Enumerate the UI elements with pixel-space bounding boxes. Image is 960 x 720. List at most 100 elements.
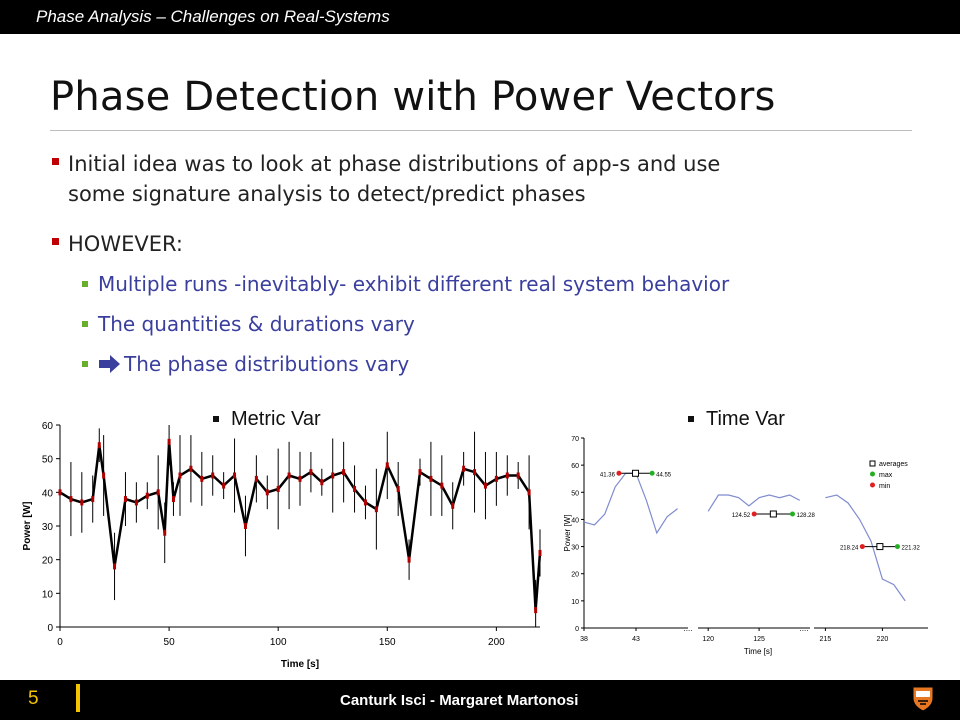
data-point (429, 475, 433, 482)
data-point (233, 472, 237, 479)
average-marker (769, 510, 777, 518)
data-point (516, 472, 520, 479)
x-tick-label: 220 (877, 636, 889, 643)
footer-divider (76, 684, 80, 712)
data-point (167, 438, 171, 445)
data-point (342, 469, 346, 476)
data-point (483, 482, 487, 489)
label-square-icon (213, 416, 219, 422)
subbullet-text: Multiple runs -inevitably- exhibit diffe… (98, 272, 730, 296)
data-point (374, 506, 378, 513)
data-point (396, 485, 400, 492)
time-var-label: Time Var (706, 408, 785, 430)
data-point (211, 472, 215, 479)
data-point (473, 469, 477, 476)
power-trace-line (825, 494, 906, 602)
min-marker (751, 511, 757, 517)
university-shield-icon (912, 686, 934, 712)
subbullet-square-icon (82, 361, 88, 367)
data-point (171, 496, 175, 503)
x-tick-label: 125 (753, 636, 765, 643)
bullet-line: HOWEVER: (68, 232, 184, 256)
y-axis-title: Power [W] (563, 515, 572, 552)
max-marker (894, 544, 900, 550)
max-label: 128.28 (796, 513, 815, 519)
data-point (145, 492, 149, 499)
average-marker (876, 543, 884, 551)
x-tick-label: 200 (488, 637, 505, 648)
x-tick-label: 215 (820, 636, 832, 643)
data-point (69, 496, 73, 503)
data-point (462, 465, 466, 472)
data-point (178, 472, 182, 479)
legend-min-swatch (870, 482, 875, 488)
y-tick-label: 0 (575, 626, 579, 633)
legend-label: max (879, 472, 893, 479)
time-var-chart: .... .... 0 10 20 30 40 50 60 70 38 43 120 125 215 220 T… (563, 436, 928, 656)
subbullet-square-icon (82, 281, 88, 287)
average-marker (632, 469, 640, 477)
y-tick-label: 20 (42, 556, 54, 567)
data-point (91, 496, 95, 503)
y-tick-label: 10 (571, 599, 579, 606)
axis-break: .... (684, 624, 693, 633)
data-point (385, 462, 389, 469)
x-tick-label: 100 (270, 637, 287, 648)
power-trace-line (583, 472, 678, 535)
axis-break: .... (800, 624, 809, 633)
max-label: 44.55 (656, 472, 672, 478)
slide-title: Phase Detection with Power Vectors (50, 74, 776, 120)
footer-authors: Canturk Isci - Margaret Martonosi (340, 692, 579, 709)
data-point (97, 442, 101, 449)
data-point (58, 489, 62, 496)
x-tick-label: 43 (632, 636, 640, 643)
y-tick-label: 30 (571, 545, 579, 552)
min-label: 41.36 (600, 472, 616, 478)
data-point (189, 465, 193, 472)
y-tick-label: 40 (571, 517, 579, 524)
subbullet-text: The quantities & durations vary (98, 312, 415, 336)
y-tick-label: 40 (42, 488, 54, 499)
bullet-square-icon (52, 238, 59, 245)
min-label: 124.52 (732, 513, 751, 519)
data-point (200, 475, 204, 482)
bullet-line: some signature analysis to detect/predic… (68, 182, 586, 206)
data-point (113, 563, 117, 570)
data-point (309, 469, 313, 476)
y-tick-label: 60 (42, 421, 54, 432)
data-point (163, 529, 167, 536)
y-axis-title: Power [W] (22, 502, 33, 551)
data-point (527, 489, 531, 496)
data-point (298, 475, 302, 482)
metric-var-label: Metric Var (231, 408, 321, 430)
header-bar: Phase Analysis – Challenges on Real-Syst… (0, 0, 960, 34)
data-point (320, 479, 324, 486)
y-tick-label: 20 (571, 572, 579, 579)
page-number: 5 (28, 688, 39, 709)
data-point (440, 482, 444, 489)
subbullet-text: The phase distributions vary (124, 352, 410, 376)
min-marker (859, 544, 865, 550)
metric-var-chart: 0 10 20 30 40 50 60 0 50 100 150 200 Time [s] Power [… (22, 421, 542, 670)
y-tick-label: 60 (571, 463, 579, 470)
x-axis-title: Time [s] (744, 647, 772, 656)
title-divider (50, 130, 912, 131)
data-point (222, 482, 226, 489)
x-tick-label: 120 (702, 636, 714, 643)
max-marker (789, 511, 795, 517)
data-point (418, 469, 422, 476)
data-point (534, 607, 538, 614)
data-point (407, 556, 411, 563)
data-point (265, 489, 269, 496)
data-point (494, 475, 498, 482)
y-tick-label: 0 (47, 623, 53, 634)
data-point (156, 489, 160, 496)
footer-bar (0, 680, 960, 720)
bullet-line: Initial idea was to look at phase distri… (68, 152, 721, 176)
right-arrow-icon (99, 355, 120, 373)
power-trace-line (707, 494, 801, 512)
data-point (102, 472, 106, 479)
data-point (254, 475, 258, 482)
y-tick-label: 50 (571, 490, 579, 497)
data-point (287, 472, 291, 479)
